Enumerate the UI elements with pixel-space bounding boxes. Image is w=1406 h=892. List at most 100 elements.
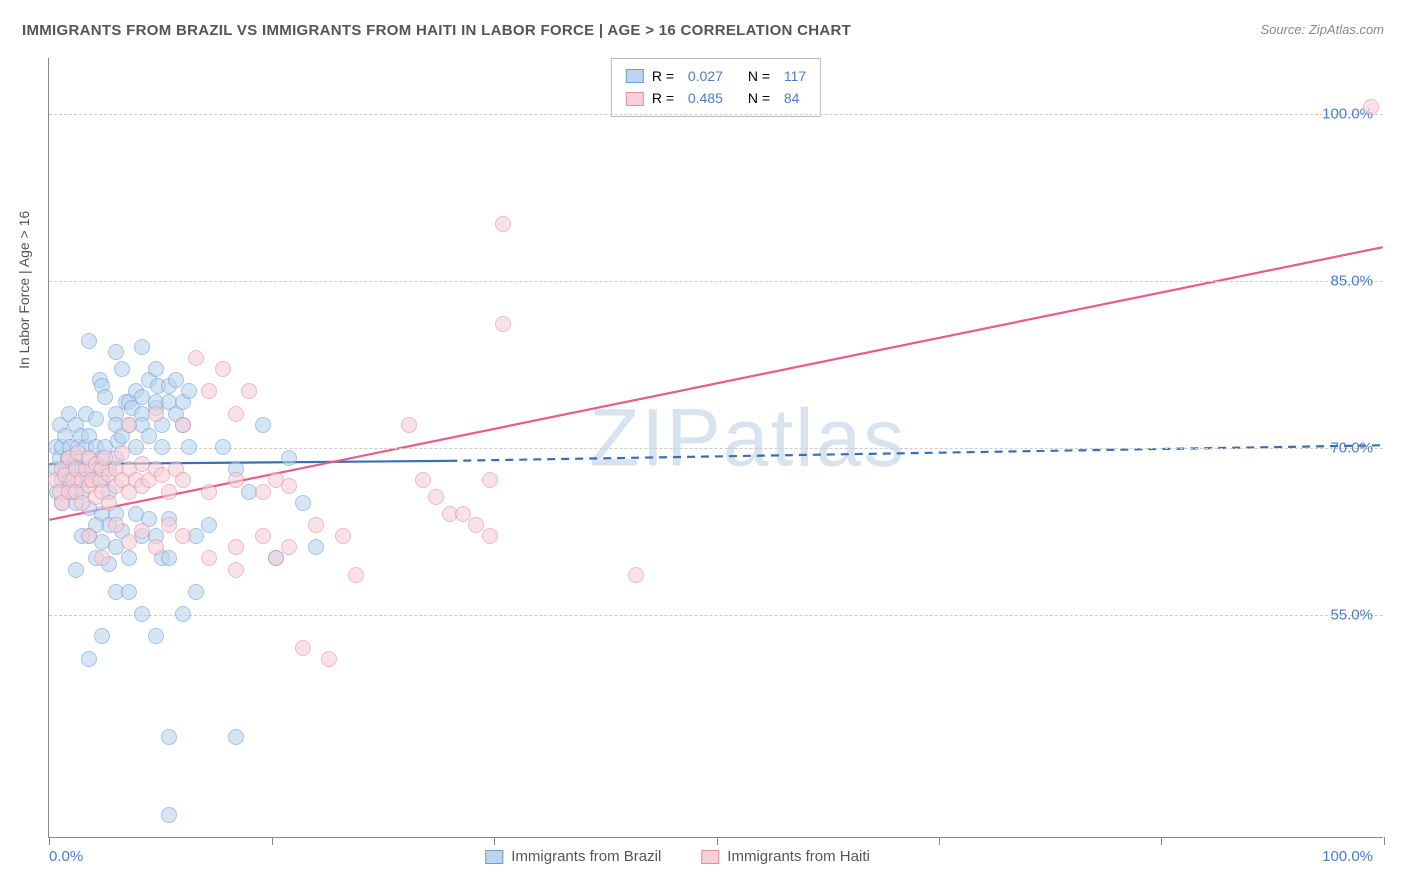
- legend-swatch-brazil: [626, 69, 644, 83]
- scatter-marker: [281, 478, 297, 494]
- scatter-marker: [201, 517, 217, 533]
- scatter-marker: [215, 439, 231, 455]
- scatter-marker: [201, 484, 217, 500]
- legend-swatch-haiti: [626, 92, 644, 106]
- y-tick-label: 85.0%: [1330, 272, 1373, 289]
- scatter-marker: [81, 333, 97, 349]
- scatter-marker: [175, 606, 191, 622]
- scatter-marker: [482, 528, 498, 544]
- scatter-marker: [268, 550, 284, 566]
- legend-swatch-icon: [701, 850, 719, 864]
- gridline-horizontal: [49, 615, 1383, 616]
- scatter-marker: [628, 567, 644, 583]
- x-tick: [494, 837, 495, 845]
- x-tick: [717, 837, 718, 845]
- scatter-marker: [255, 484, 271, 500]
- scatter-marker: [121, 550, 137, 566]
- x-tick: [1161, 837, 1162, 845]
- scatter-marker: [94, 550, 110, 566]
- scatter-marker: [81, 528, 97, 544]
- scatter-marker: [181, 439, 197, 455]
- scatter-marker: [114, 361, 130, 377]
- scatter-marker: [255, 417, 271, 433]
- scatter-marker: [308, 517, 324, 533]
- scatter-marker: [228, 539, 244, 555]
- scatter-marker: [108, 517, 124, 533]
- x-tick: [49, 837, 50, 845]
- x-tick: [939, 837, 940, 845]
- scatter-marker: [114, 445, 130, 461]
- scatter-marker: [148, 628, 164, 644]
- legend-r-label: R =: [652, 65, 680, 87]
- scatter-marker: [121, 584, 137, 600]
- chart-title: IMMIGRANTS FROM BRAZIL VS IMMIGRANTS FRO…: [22, 22, 851, 39]
- scatter-marker: [255, 528, 271, 544]
- scatter-marker: [168, 372, 184, 388]
- scatter-marker: [68, 562, 84, 578]
- legend-item-label: Immigrants from Brazil: [511, 848, 661, 865]
- scatter-marker: [181, 383, 197, 399]
- scatter-marker: [141, 428, 157, 444]
- x-tick: [272, 837, 273, 845]
- legend-n-value: 117: [784, 65, 806, 87]
- y-axis-label: In Labor Force | Age > 16: [16, 211, 32, 369]
- scatter-marker: [228, 406, 244, 422]
- scatter-marker: [134, 339, 150, 355]
- scatter-marker: [201, 383, 217, 399]
- legend-item-brazil: Immigrants from Brazil: [485, 848, 661, 865]
- scatter-marker: [88, 411, 104, 427]
- scatter-marker: [1363, 99, 1379, 115]
- scatter-marker: [348, 567, 364, 583]
- scatter-marker: [495, 316, 511, 332]
- scatter-plot-area: ZIPatlas R = 0.027 N = 117 R = 0.485 N =…: [48, 58, 1383, 838]
- legend-r-label: R =: [652, 87, 680, 109]
- scatter-marker: [241, 383, 257, 399]
- scatter-marker: [281, 539, 297, 555]
- gridline-horizontal: [49, 448, 1383, 449]
- legend-row-haiti: R = 0.485 N = 84: [626, 87, 806, 109]
- scatter-marker: [148, 406, 164, 422]
- scatter-marker: [134, 606, 150, 622]
- legend-row-brazil: R = 0.027 N = 117: [626, 65, 806, 87]
- scatter-marker: [428, 489, 444, 505]
- gridline-horizontal: [49, 281, 1383, 282]
- scatter-marker: [175, 472, 191, 488]
- scatter-marker: [228, 472, 244, 488]
- scatter-marker: [161, 550, 177, 566]
- scatter-marker: [188, 350, 204, 366]
- legend-item-label: Immigrants from Haiti: [727, 848, 870, 865]
- scatter-marker: [228, 562, 244, 578]
- scatter-marker: [228, 729, 244, 745]
- x-tick-max: 100.0%: [1322, 848, 1373, 865]
- scatter-marker: [175, 417, 191, 433]
- legend-r-value: 0.027: [688, 65, 740, 87]
- x-tick: [1384, 837, 1385, 845]
- scatter-marker: [121, 534, 137, 550]
- scatter-marker: [148, 361, 164, 377]
- scatter-marker: [295, 495, 311, 511]
- series-legend: Immigrants from Brazil Immigrants from H…: [485, 848, 870, 865]
- gridline-horizontal: [49, 114, 1383, 115]
- scatter-marker: [175, 528, 191, 544]
- legend-n-label: N =: [748, 87, 776, 109]
- y-tick-label: 55.0%: [1330, 607, 1373, 624]
- scatter-marker: [482, 472, 498, 488]
- scatter-marker: [161, 517, 177, 533]
- scatter-marker: [201, 550, 217, 566]
- scatter-marker: [281, 450, 297, 466]
- scatter-marker: [161, 484, 177, 500]
- scatter-marker: [335, 528, 351, 544]
- scatter-marker: [101, 495, 117, 511]
- scatter-marker: [401, 417, 417, 433]
- scatter-marker: [148, 539, 164, 555]
- scatter-marker: [495, 216, 511, 232]
- scatter-marker: [94, 628, 110, 644]
- legend-r-value: 0.485: [688, 87, 740, 109]
- scatter-marker: [468, 517, 484, 533]
- scatter-marker: [415, 472, 431, 488]
- scatter-marker: [81, 651, 97, 667]
- scatter-marker: [295, 640, 311, 656]
- scatter-marker: [188, 584, 204, 600]
- scatter-marker: [161, 807, 177, 823]
- scatter-marker: [154, 439, 170, 455]
